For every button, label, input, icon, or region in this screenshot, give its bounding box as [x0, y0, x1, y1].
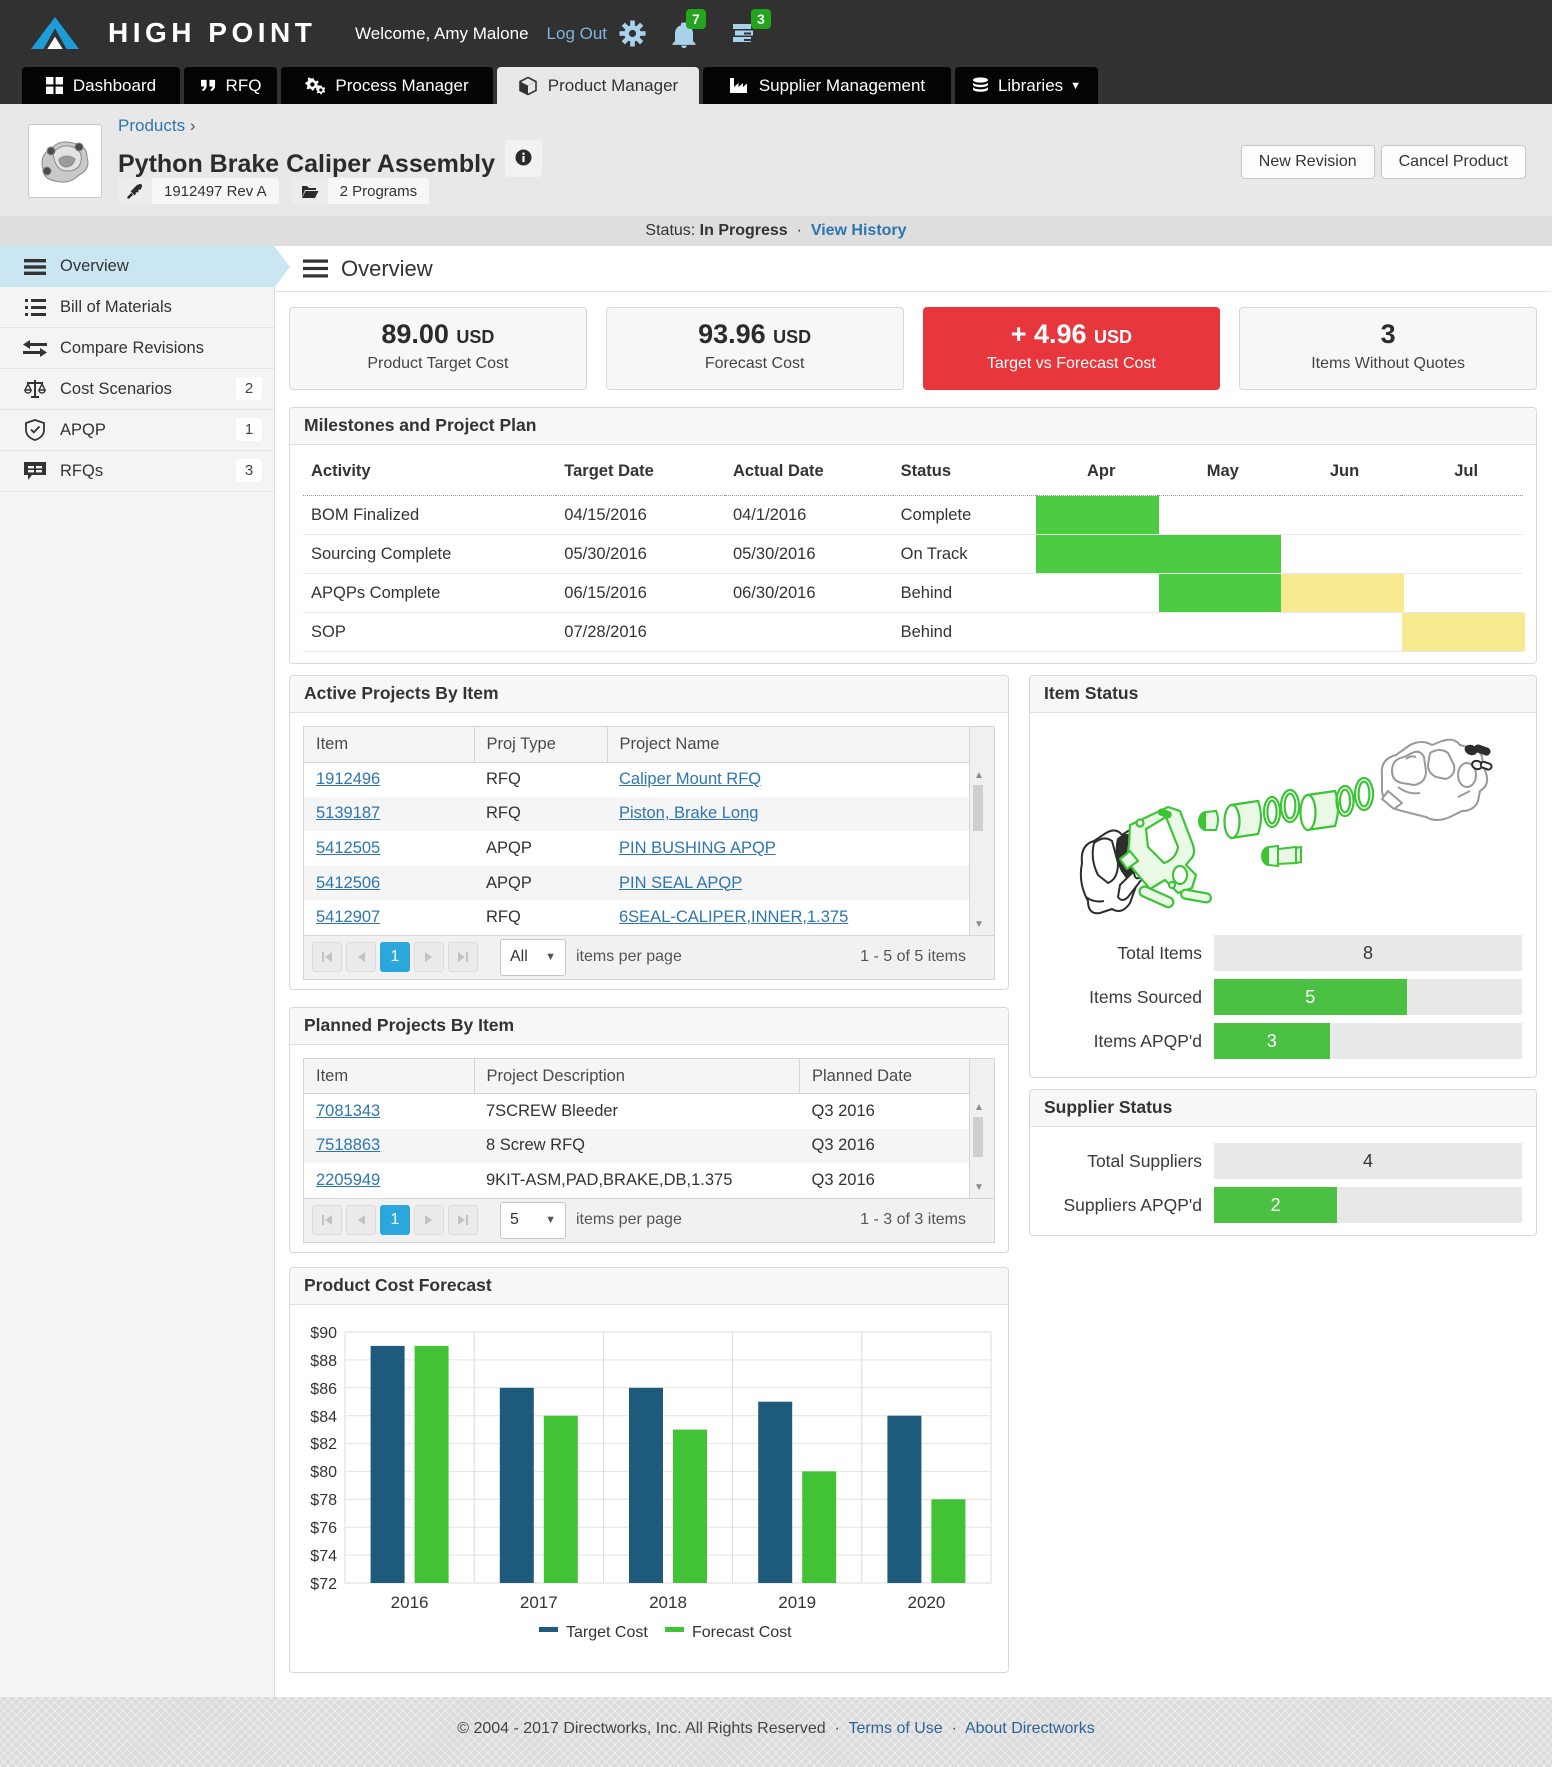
- svg-text:$80: $80: [310, 1464, 337, 1481]
- svg-text:2020: 2020: [907, 1593, 945, 1612]
- svg-text:$90: $90: [310, 1325, 337, 1342]
- svg-text:2016: 2016: [391, 1593, 429, 1612]
- svg-text:$78: $78: [310, 1492, 337, 1509]
- svg-text:$86: $86: [310, 1381, 337, 1398]
- svg-text:$82: $82: [310, 1436, 337, 1453]
- svg-text:$84: $84: [310, 1409, 337, 1426]
- svg-text:Forecast Cost: Forecast Cost: [692, 1624, 792, 1641]
- svg-text:2018: 2018: [649, 1593, 687, 1612]
- svg-text:$88: $88: [310, 1353, 337, 1370]
- svg-text:$74: $74: [310, 1548, 337, 1565]
- svg-text:2019: 2019: [778, 1593, 816, 1612]
- svg-text:$76: $76: [310, 1520, 337, 1537]
- svg-text:2017: 2017: [520, 1593, 558, 1612]
- svg-text:$72: $72: [310, 1576, 337, 1593]
- svg-text:Target Cost: Target Cost: [566, 1624, 648, 1641]
